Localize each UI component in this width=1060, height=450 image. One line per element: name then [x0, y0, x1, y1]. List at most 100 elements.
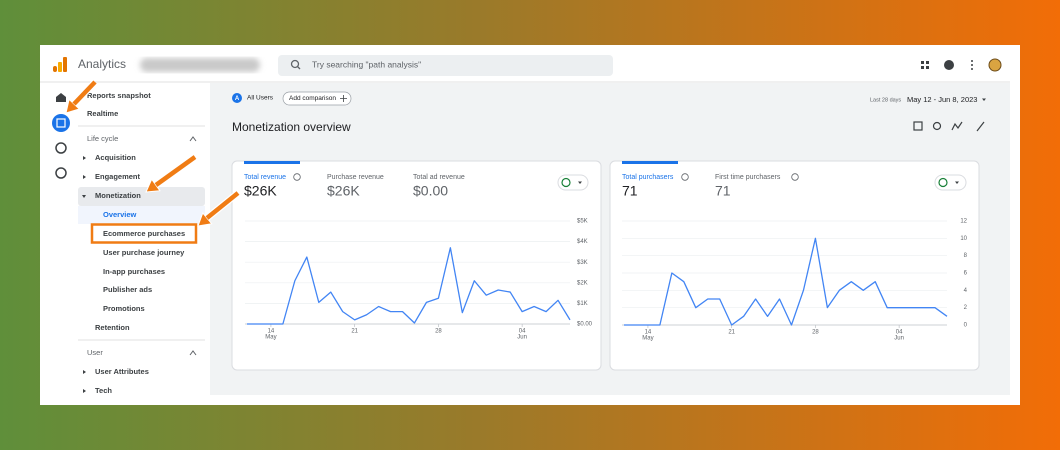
edit-icon[interactable] — [976, 121, 985, 132]
metric-value: 71 — [715, 183, 731, 199]
nav-group[interactable]: Monetization — [95, 191, 141, 200]
y-tick-label: $2K — [577, 280, 588, 286]
nav-section[interactable]: User — [87, 348, 103, 357]
y-tick-label: $4K — [577, 239, 588, 245]
highlight-box — [90, 223, 198, 244]
share-icon[interactable] — [932, 121, 942, 131]
arrow-head — [197, 212, 213, 227]
status-icon — [561, 177, 571, 188]
advertising-icon[interactable] — [55, 167, 67, 179]
insights-icon[interactable] — [951, 121, 963, 131]
nav-item[interactable]: User purchase journey — [103, 248, 185, 257]
nav-group[interactable]: User Attributes — [95, 367, 149, 376]
expand-icon — [82, 195, 86, 198]
plus-icon — [340, 95, 347, 102]
nav-item[interactable]: Realtime — [87, 109, 118, 118]
dropdown-icon[interactable] — [982, 98, 986, 102]
arrow — [154, 155, 197, 187]
reports-icon-glyph — [56, 118, 66, 128]
y-tick-label: 12 — [960, 219, 967, 225]
x-tick-label: 28 — [812, 330, 819, 336]
expand-icon — [83, 156, 86, 160]
y-tick-label: 6 — [964, 271, 968, 277]
info-icon[interactable] — [293, 173, 301, 181]
dropdown-icon — [578, 181, 582, 184]
collapse-icon[interactable] — [189, 136, 197, 142]
rail — [52, 93, 70, 179]
add-comparison: Add comparison — [289, 95, 336, 102]
search-box[interactable] — [278, 55, 613, 76]
metric-value: $26K — [327, 183, 360, 199]
nav-group[interactable]: Acquisition — [95, 153, 136, 162]
explore-icon[interactable] — [55, 142, 67, 154]
segment-badge — [232, 93, 242, 103]
date-range[interactable]: May 12 - Jun 8, 2023 — [907, 95, 977, 104]
help-icon[interactable] — [944, 60, 954, 70]
y-tick-label: 8 — [964, 253, 968, 259]
customize-icon[interactable] — [913, 121, 923, 131]
metric-label[interactable]: Total ad revenue — [413, 174, 465, 181]
logo — [53, 57, 67, 72]
metric-label[interactable]: Total purchasers — [622, 174, 674, 181]
reports-icon[interactable] — [52, 114, 70, 132]
status-chip[interactable] — [934, 174, 967, 191]
y-tick-label: 4 — [964, 288, 968, 294]
metric-label[interactable]: Purchase revenue — [327, 174, 384, 181]
metric-label[interactable]: Total revenue — [244, 174, 286, 181]
x-tick-label: 21 — [728, 330, 735, 336]
collapse-icon[interactable] — [189, 350, 197, 356]
arrow-head — [145, 178, 161, 193]
y-tick-label: 0 — [964, 323, 968, 329]
segment-label[interactable]: All Users — [247, 95, 274, 102]
more-icon[interactable] — [971, 60, 973, 70]
search-icon — [297, 66, 301, 70]
nav-section[interactable]: Life cycle — [87, 134, 118, 143]
card — [609, 160, 980, 371]
annotation-arrows — [65, 79, 241, 227]
account-blurred — [140, 58, 260, 72]
metric-value: $0.00 — [413, 183, 448, 199]
line-series — [624, 237, 948, 326]
apps-icon[interactable] — [921, 61, 929, 69]
y-tick-label: $1K — [577, 301, 588, 307]
arrow — [72, 80, 97, 106]
metric-value: 71 — [622, 183, 638, 199]
expand-icon — [83, 175, 86, 179]
line-series — [247, 247, 571, 325]
info-icon[interactable] — [791, 173, 799, 181]
home-icon[interactable] — [56, 93, 66, 102]
search-placeholder: Try searching "path analysis" — [312, 59, 421, 69]
y-tick-label: 2 — [964, 305, 968, 311]
metric-label[interactable]: First time purchasers — [715, 174, 781, 181]
nav-item[interactable]: Ecommerce purchases — [103, 229, 185, 238]
active-tab-indicator — [622, 161, 678, 164]
x-tick-month: May — [265, 335, 276, 341]
add-comparison-chip[interactable] — [282, 91, 352, 106]
segment-badge-text: A — [235, 96, 240, 102]
nav-item-selected[interactable]: Overview — [103, 210, 137, 219]
expand-icon — [83, 389, 86, 393]
metric-value: $26K — [244, 183, 277, 199]
card — [231, 160, 602, 371]
avatar[interactable] — [988, 58, 1002, 72]
nav-item[interactable]: Promotions — [103, 304, 145, 313]
status-icon — [938, 177, 948, 188]
nav-item[interactable]: Publisher ads — [103, 285, 152, 294]
arrow-head — [65, 98, 81, 114]
y-tick-label: $3K — [577, 260, 588, 266]
period-label: Last 28 days — [870, 97, 901, 103]
x-tick-month: Jun — [517, 335, 527, 341]
nav-item[interactable]: Reports snapshot — [87, 91, 151, 100]
nav-group[interactable]: Retention — [95, 323, 130, 332]
nav-group[interactable]: Tech — [95, 386, 112, 395]
active-tab-indicator — [244, 161, 300, 164]
arrow — [205, 191, 240, 220]
nav-group[interactable]: Engagement — [95, 172, 141, 181]
info-icon[interactable] — [681, 173, 689, 181]
search-icon — [290, 59, 300, 69]
page-actions — [913, 121, 985, 132]
nav-item[interactable]: In-app purchases — [103, 267, 165, 276]
x-tick-label: 14 — [645, 330, 652, 336]
app-name: Analytics — [78, 57, 126, 71]
